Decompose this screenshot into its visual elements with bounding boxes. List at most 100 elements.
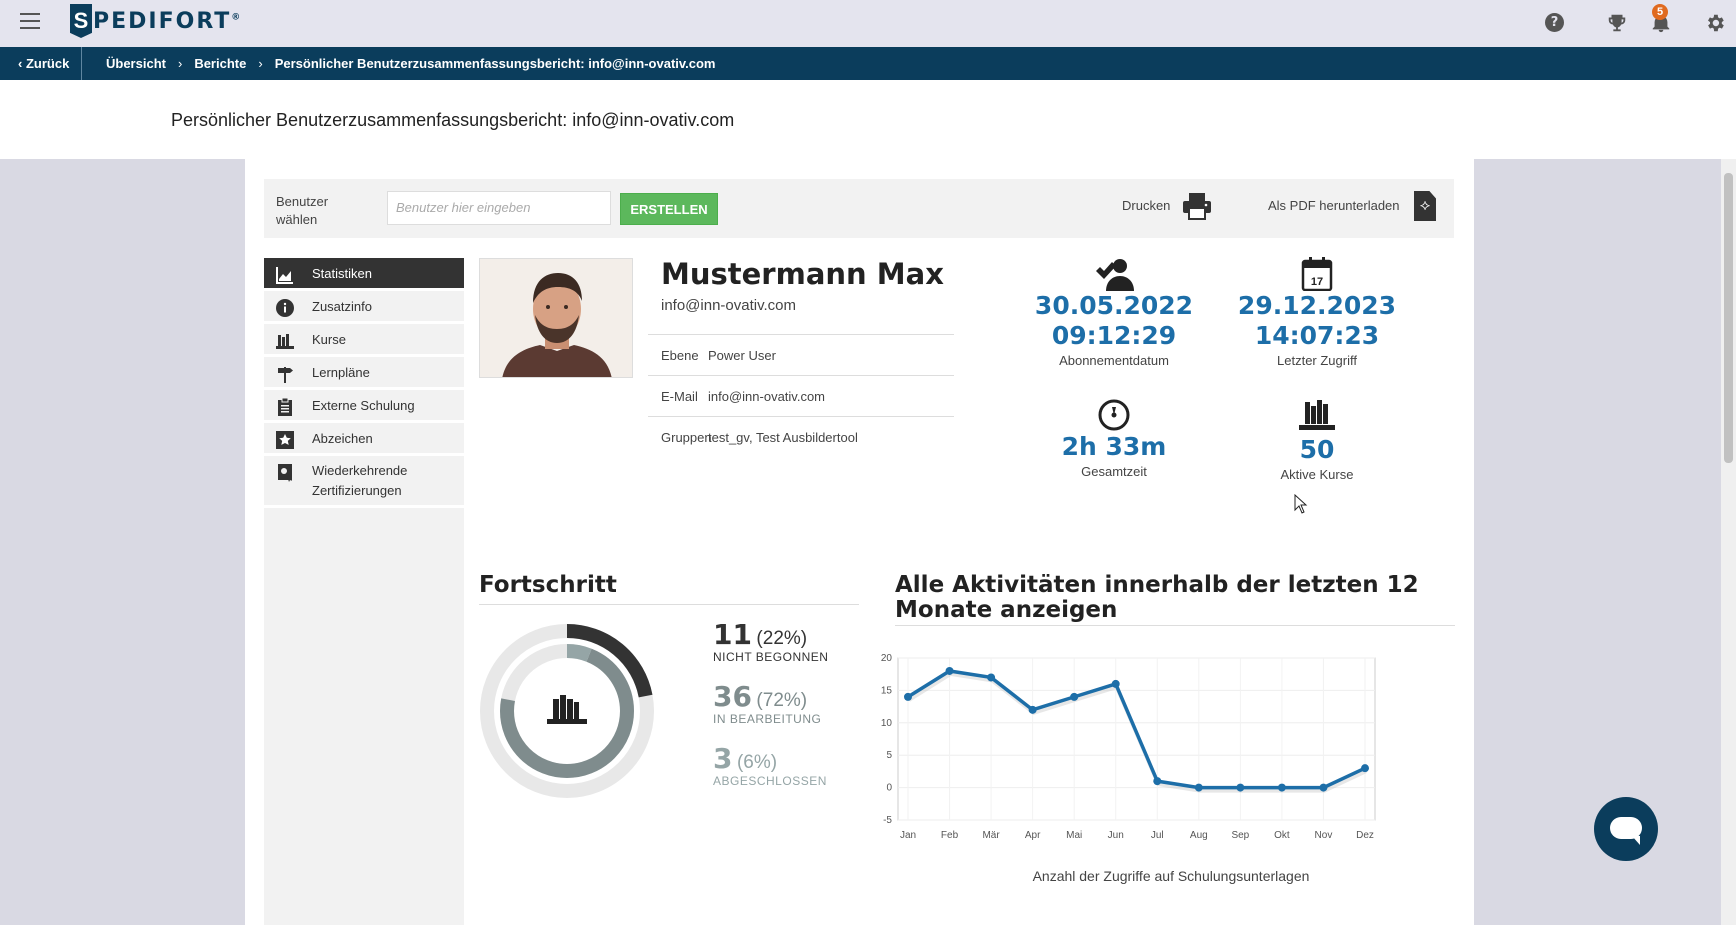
logo-text: PEDIFORT® [93, 8, 243, 34]
data-point [1361, 764, 1369, 773]
user-select-bar: Benutzer wählen Benutzer hier eingeben E… [264, 179, 1454, 238]
page-scrollbar[interactable] [1721, 159, 1736, 925]
info-key: Ebene [661, 347, 699, 363]
top-bar: S PEDIFORT® ? 5 [0, 0, 1736, 47]
breadcrumb-bar: ‹ Zurück Übersicht › Berichte › Persönli… [0, 47, 1736, 80]
plot-area [897, 657, 1376, 821]
breadcrumb: Übersicht › Berichte › Persönlicher Benu… [106, 47, 716, 80]
progress-percent: (6%) [736, 752, 778, 773]
profile-photo [479, 258, 633, 378]
last-access-date: 29.12.2023 [1237, 291, 1397, 320]
menu-icon[interactable] [20, 13, 40, 31]
star-icon [276, 431, 294, 449]
books-icon [1299, 400, 1335, 430]
help-icon[interactable]: ? [1545, 13, 1564, 32]
y-tick-label: 20 [881, 653, 893, 664]
last-access-label: Letzter Zugriff [1277, 353, 1357, 368]
user-check-icon [1096, 259, 1134, 291]
create-button[interactable]: ERSTELLEN [620, 193, 718, 225]
info-icon [276, 299, 294, 317]
data-point [1319, 783, 1328, 792]
sidebar-item-external-training[interactable]: Externe Schulung [264, 390, 464, 423]
stat-active-courses: 50 Aktive Kurse [1217, 398, 1417, 482]
progress-count: 11 [713, 618, 752, 651]
sidebar-item-statistics[interactable]: Statistiken [264, 258, 464, 291]
data-point [1236, 783, 1245, 792]
back-button[interactable]: ‹ Zurück [18, 47, 83, 80]
user-search-input[interactable]: Benutzer hier eingeben [387, 191, 611, 225]
chat-icon [1610, 817, 1642, 845]
sidebar-item-label: Externe Schulung [312, 397, 415, 413]
stat-last-access: 17 29.12.2023 14:07:23 Letzter Zugriff [1217, 257, 1417, 368]
signpost-icon [278, 367, 293, 383]
breadcrumb-item-current: Persönlicher Benutzerzusammenfassungsber… [274, 56, 716, 71]
trophy-icon[interactable] [1606, 12, 1628, 34]
info-row-email: E-Mail info@inn-ovativ.com [648, 375, 954, 416]
calendar-day: 17 [1311, 276, 1323, 288]
logo[interactable]: S PEDIFORT® [70, 4, 242, 38]
data-point [987, 673, 996, 682]
sidebar-item-label: Zusatzinfo [312, 298, 372, 314]
stat-total-time: 2h 33m Gesamtzeit [1014, 398, 1214, 479]
progress-percent: (72%) [756, 690, 808, 711]
print-label[interactable]: Drucken [1122, 198, 1171, 213]
breadcrumb-item-overview[interactable]: Übersicht [106, 56, 166, 71]
sidebar-item-courses[interactable]: Kurse [264, 324, 464, 357]
stopwatch-icon [1098, 399, 1130, 431]
active-courses-label: Aktive Kurse [1280, 467, 1354, 482]
chevron-right-icon: › [258, 56, 263, 71]
scrollbar-thumb[interactable] [1724, 173, 1733, 463]
chevron-left-icon: ‹ [18, 56, 26, 71]
donut-arc-in-progress [500, 644, 634, 778]
x-tick-label: Mai [1066, 830, 1082, 841]
page-title: Persönlicher Benutzerzusammenfassungsber… [171, 110, 735, 130]
x-tick-label: Jul [1151, 830, 1164, 841]
x-tick-label: Aug [1190, 830, 1208, 841]
info-row-groups: Gruppen test_gv, Test Ausbildertool [648, 416, 954, 457]
data-point [1028, 705, 1037, 714]
sidebar-item-label: Lernpläne [312, 364, 370, 380]
data-point [1070, 692, 1079, 701]
x-tick-label: Feb [941, 830, 959, 841]
sidebar-item-label: Wiederkehrende Zertifizierungen [312, 462, 408, 498]
data-point [904, 692, 912, 701]
donut-arc-completed [500, 644, 634, 778]
report-sidebar: Statistiken Zusatzinfo Kurse Lernpläne E… [264, 258, 464, 925]
x-tick-label: Nov [1315, 830, 1333, 841]
certificate-icon [278, 464, 292, 482]
progress-donut [480, 624, 654, 798]
y-tick-label: -5 [883, 815, 892, 826]
sidebar-item-learning-plans[interactable]: Lernpläne [264, 357, 464, 390]
breadcrumb-item-reports[interactable]: Berichte [194, 56, 247, 71]
sidebar-item-additional-info[interactable]: Zusatzinfo [264, 291, 464, 324]
chart-icon [276, 267, 293, 284]
subscription-time: 09:12:29 [1051, 321, 1177, 350]
sidebar-item-label: Abzeichen [312, 430, 373, 446]
printer-icon[interactable] [1182, 192, 1212, 220]
y-tick-label: 5 [886, 750, 892, 761]
data-point [1153, 777, 1162, 786]
books-icon [276, 334, 294, 349]
gear-icon[interactable] [1704, 12, 1726, 34]
user-email: info@inn-ovativ.com [661, 297, 796, 314]
info-value: Power User [708, 347, 776, 363]
progress-item-in-progress: 36 (72%) IN BEARBEITUNG [713, 682, 821, 727]
calendar-icon: 17 [1301, 257, 1333, 291]
donut-arc-not-started [480, 624, 654, 798]
x-tick-label: Apr [1025, 830, 1041, 841]
stat-subscription-date: 30.05.2022 09:12:29 Abonnementdatum [1014, 257, 1214, 368]
books-icon [547, 695, 587, 724]
progress-item-completed: 3 (6%) ABGESCHLOSSEN [713, 744, 827, 789]
x-tick-label: Dez [1356, 830, 1374, 841]
pdf-icon[interactable]: ⟡ [1414, 191, 1436, 221]
info-key: Gruppen [661, 429, 712, 445]
x-tick-label: Jun [1108, 830, 1124, 841]
x-tick-label: Okt [1274, 830, 1290, 841]
sidebar-item-recurring-certifications[interactable]: Wiederkehrende Zertifizierungen [264, 456, 464, 508]
info-key: E-Mail [661, 388, 698, 404]
chevron-right-icon: › [177, 56, 183, 71]
pdf-label[interactable]: Als PDF herunterladen [1268, 198, 1400, 213]
chat-button[interactable] [1594, 797, 1658, 861]
activity-line-chart: -5 0 5 10 15 20 Jan Feb Mär Apr Mai Jun Jul Aug Sep Okt… [881, 653, 1376, 841]
sidebar-item-badges[interactable]: Abzeichen [264, 423, 464, 456]
